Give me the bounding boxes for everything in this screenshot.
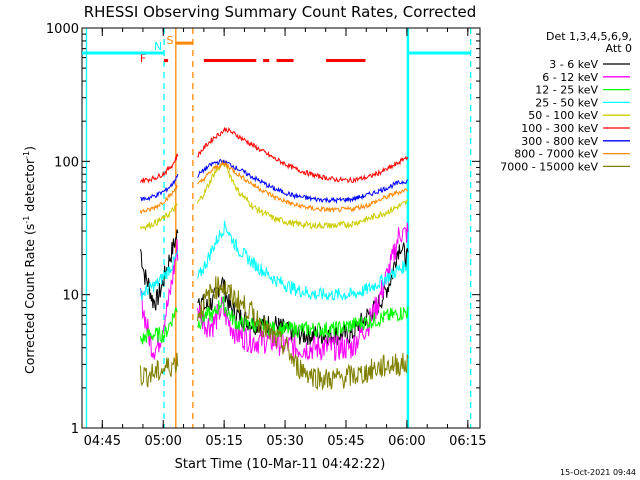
- series-line: [140, 173, 179, 202]
- series-line: [197, 159, 409, 230]
- y-tick-label: 100: [54, 155, 79, 170]
- status-bar-layer: FN S: [82, 34, 471, 65]
- series-line: [140, 153, 179, 184]
- legend-item-label: 3 - 6 keV: [549, 58, 598, 71]
- legend-item-label: 25 - 50 keV: [535, 96, 598, 109]
- axes-layer: 1 10 100 1000 04:45 05:00 05:15 05:30 05:45 06:00…: [46, 22, 487, 449]
- status-bar-label: N: [154, 40, 162, 53]
- series-line: [197, 158, 409, 205]
- x-tick-label: 05:00: [144, 434, 181, 449]
- y-axis-label-sup-1: -1: [22, 216, 31, 224]
- series-line: [140, 202, 178, 232]
- series-line: [140, 184, 179, 214]
- y-axis-label-end: ): [22, 146, 37, 151]
- x-tick-label: 06:15: [449, 434, 486, 449]
- x-tick-label: 05:30: [266, 434, 303, 449]
- x-tick-label: 04:45: [84, 434, 121, 449]
- series-line: [197, 296, 409, 339]
- y-axis-label-main: Corrected Count Rate (s: [22, 224, 37, 374]
- series-line: [140, 352, 179, 388]
- legend-item-label: 800 - 7000 keV: [514, 148, 598, 161]
- y-axis-label-sup-2: -1: [22, 151, 31, 159]
- data-layer: [85, 28, 472, 428]
- legend-title: Det 1,3,4,5,6,9,: [546, 30, 632, 43]
- y-tick-label: 10: [62, 289, 79, 304]
- series-line: [140, 229, 179, 311]
- series-line: [140, 239, 179, 360]
- y-tick-label: 1: [71, 422, 79, 437]
- series-line: [140, 249, 179, 301]
- x-axis-label: Start Time (10-Mar-11 04:42:22): [175, 457, 386, 472]
- legend-item-label: 50 - 100 keV: [528, 109, 598, 122]
- series-line: [197, 276, 409, 391]
- x-tick-label: 06:00: [388, 434, 425, 449]
- footer-timestamp: 15-Oct-2021 09:44: [560, 468, 636, 477]
- x-tick-label: 05:45: [327, 434, 364, 449]
- plot-frame: [81, 27, 481, 429]
- y-tick-label: 1000: [46, 22, 79, 37]
- legend-item-label: 6 - 12 keV: [542, 71, 598, 84]
- series-line: [140, 307, 179, 345]
- status-bar-label: S: [167, 34, 174, 47]
- series-line: [197, 222, 409, 362]
- y-axis-label-mid: detector: [22, 158, 37, 216]
- status-bar-label: F: [140, 52, 146, 65]
- series-line: [197, 126, 409, 184]
- series-line: [197, 220, 409, 302]
- series-line: [197, 160, 409, 213]
- legend-item-label: 100 - 300 keV: [521, 122, 598, 135]
- legend-item-label: 7000 - 15000 keV: [500, 160, 598, 173]
- chart-title: RHESSI Observing Summary Count Rates, Co…: [84, 3, 477, 21]
- legend-subtitle: Att 0: [606, 42, 632, 55]
- y-axis-label: Corrected Count Rate (s-1 detector-1): [22, 146, 37, 374]
- legend-item-label: 300 - 800 keV: [521, 135, 598, 148]
- legend-item-label: 12 - 25 keV: [535, 84, 598, 97]
- x-tick-label: 05:15: [205, 434, 242, 449]
